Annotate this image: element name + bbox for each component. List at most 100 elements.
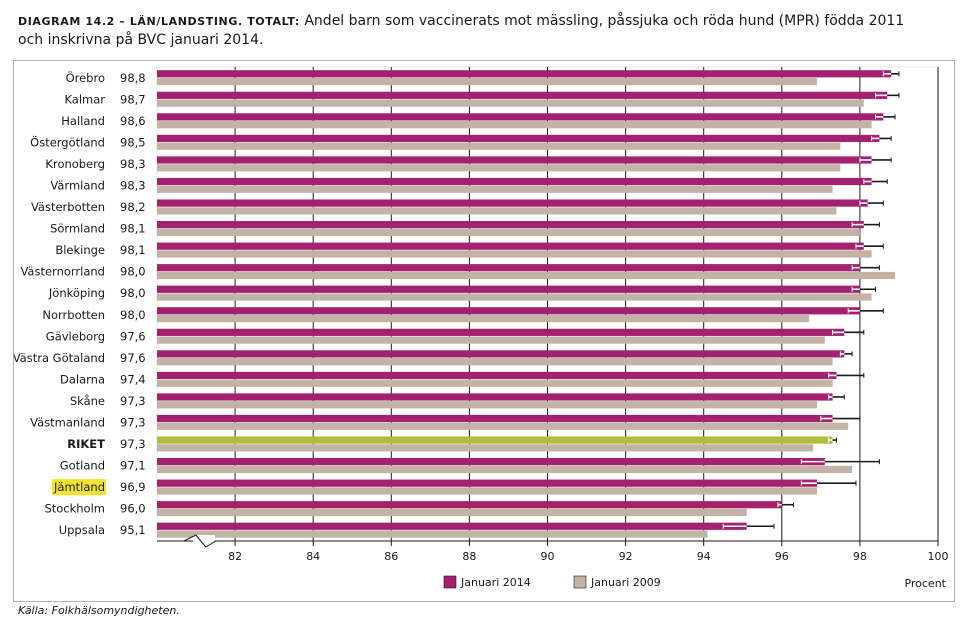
chart-frame: Örebro 98,8 Kalmar 98,7 Halland 98,6 Östergötl…	[13, 60, 955, 602]
bar-2009-16	[157, 422, 849, 430]
bar-2014-8	[157, 242, 864, 250]
bar-2009-19	[157, 487, 817, 495]
value-label-12: 97,6	[120, 329, 146, 343]
bar-2009-10	[157, 293, 872, 301]
bar-2009-7	[157, 228, 860, 237]
bar-2014-3	[157, 134, 880, 143]
bar-2014-0	[157, 70, 892, 78]
bar-2009-12	[157, 336, 825, 344]
value-label-18: 97,1	[120, 459, 146, 473]
bar-2009-15	[157, 401, 817, 409]
category-highlight	[52, 479, 106, 496]
category-label-2: Halland	[61, 114, 105, 128]
value-label-14: 97,4	[120, 372, 146, 386]
bar-2014-9	[157, 264, 860, 272]
value-label-17: 97,3	[120, 437, 146, 451]
category-label-14: Dalarna	[60, 372, 105, 386]
bar-2014-13	[157, 350, 845, 358]
bar-2014-1	[157, 91, 888, 99]
value-label-13: 97,6	[120, 351, 146, 365]
x-axis-label: Procent	[904, 577, 946, 590]
bar-2009-21	[157, 530, 708, 538]
x-tick-label-100: 100	[928, 550, 949, 563]
bar-2014-4	[157, 156, 872, 164]
category-label-4: Kronoberg	[45, 157, 105, 171]
value-label-15: 97,3	[120, 394, 146, 408]
bar-2009-5	[157, 185, 833, 193]
bar-2009-9	[157, 271, 896, 280]
value-label-6: 98,2	[120, 200, 146, 214]
legend-swatch-2014	[443, 575, 457, 589]
category-label-8: Blekinge	[55, 243, 105, 257]
x-tick-label-92: 92	[619, 550, 633, 563]
bar-2009-20	[157, 508, 747, 517]
bar-2009-11	[157, 315, 810, 323]
value-label-5: 98,3	[120, 179, 146, 193]
category-label-5: Värmland	[50, 179, 105, 193]
legend-label-2014: Januari 2014	[460, 576, 531, 589]
bar-2009-13	[157, 358, 833, 366]
bar-2014-18	[157, 458, 825, 466]
category-label-20: Stockholm	[44, 502, 105, 516]
source-note: Källa: Folkhälsomyndigheten.	[18, 604, 180, 617]
legend-label-2009: Januari 2009	[590, 576, 661, 589]
x-tick-label-98: 98	[853, 550, 867, 563]
bar-2009-4	[157, 164, 841, 172]
bar-2014-20	[157, 501, 782, 509]
bar-2009-3	[157, 142, 841, 150]
category-label-18: Gotland	[60, 459, 105, 473]
bar-2009-1	[157, 99, 864, 107]
x-tick-label-94: 94	[697, 550, 711, 563]
bar-2009-6	[157, 207, 837, 215]
bar-2009-2	[157, 121, 872, 129]
value-label-9: 98,0	[120, 265, 146, 279]
bar-2014-2	[157, 113, 884, 121]
category-label-3: Östergötland	[30, 133, 105, 149]
bar-2014-12	[157, 328, 845, 336]
bar-2014-17	[157, 436, 833, 444]
value-label-8: 98,1	[120, 243, 146, 257]
category-label-7: Sörmland	[50, 222, 105, 236]
bar-2009-0	[157, 78, 817, 86]
value-label-2: 98,6	[120, 114, 146, 128]
bar-2009-14	[157, 379, 833, 387]
category-label-19: Jämtland	[53, 480, 105, 494]
bar-2014-5	[157, 177, 872, 186]
value-label-4: 98,3	[120, 157, 146, 171]
value-label-19: 96,9	[120, 480, 146, 494]
value-label-1: 98,7	[120, 92, 146, 106]
value-label-3: 98,5	[120, 135, 146, 149]
value-label-11: 98,0	[120, 308, 146, 322]
category-label-6: Västerbotten	[31, 200, 105, 214]
category-label-0: Örebro	[66, 69, 105, 85]
x-tick-label-96: 96	[775, 550, 789, 563]
category-label-13: Västra Götaland	[14, 351, 105, 365]
x-tick-label-86: 86	[384, 550, 398, 563]
category-label-11: Norrbotten	[42, 308, 105, 322]
bar-chart: Örebro 98,8 Kalmar 98,7 Halland 98,6 Östergötl…	[13, 66, 949, 590]
value-label-7: 98,1	[120, 222, 146, 236]
chart-title: DIAGRAM 14.2 – LÄN/LANDSTING. TOTALT: An…	[18, 12, 918, 49]
bar-2014-6	[157, 199, 868, 207]
chart-title-text: Andel barn som vaccinerats mot mässling,…	[18, 13, 905, 48]
bar-2009-17	[157, 444, 814, 452]
bar-2014-11	[157, 307, 860, 315]
x-tick-label-82: 82	[228, 550, 242, 563]
x-tick-label-84: 84	[306, 550, 320, 563]
value-label-10: 98,0	[120, 286, 146, 300]
category-label-12: Gävleborg	[46, 329, 105, 343]
bar-2014-19	[157, 479, 817, 487]
axis-break-mark	[183, 534, 217, 548]
category-label-21: Uppsala	[59, 523, 105, 537]
legend-swatch-2009	[573, 575, 587, 589]
category-label-9: Västernorrland	[20, 265, 105, 279]
bar-2014-7	[157, 221, 864, 229]
bar-2014-15	[157, 393, 833, 401]
chart-caption: DIAGRAM 14.2 – LÄN/LANDSTING. TOTALT:	[18, 15, 300, 28]
x-tick-label-90: 90	[541, 550, 555, 563]
bar-2014-10	[157, 285, 860, 293]
category-label-10: Jönköping	[48, 286, 105, 300]
category-label-17: RIKET	[67, 437, 105, 451]
bar-2009-18	[157, 465, 853, 474]
category-label-15: Skåne	[70, 394, 105, 408]
